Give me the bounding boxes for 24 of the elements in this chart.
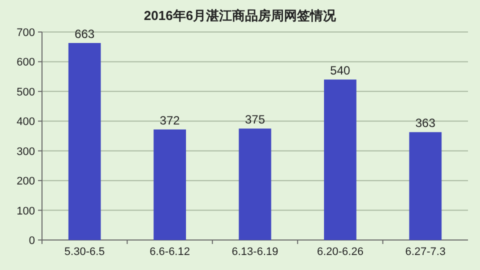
y-tick-label: 100: [16, 205, 35, 218]
y-tick-label: 0: [28, 235, 35, 247]
y-tick-label: 600: [16, 56, 35, 69]
data-label: 375: [244, 112, 266, 127]
y-tick-label: 700: [16, 27, 35, 39]
bar: [409, 132, 442, 240]
data-label: 663: [74, 26, 95, 41]
chart-title: 2016年6月湛江商品房周网签情况: [144, 8, 338, 23]
y-tick-label: 500: [16, 86, 35, 98]
x-tick-label: 6.20-6.26: [316, 246, 364, 258]
data-label: 372: [160, 113, 180, 128]
bar: [238, 128, 272, 240]
x-tick-label: 5.30-6.5: [64, 246, 105, 258]
y-tick-label: 300: [16, 146, 35, 158]
bar: [154, 129, 186, 240]
y-tick-label: 200: [16, 176, 35, 188]
x-tick-label: 6.27-7.3: [405, 246, 446, 258]
data-label: 540: [330, 64, 351, 78]
x-tick-label: 6.13-6.19: [232, 246, 278, 258]
bar: [68, 42, 101, 240]
data-label: 363: [415, 116, 436, 130]
x-tick-label: 6.6-6.12: [150, 246, 190, 258]
bar: [324, 80, 356, 240]
y-tick-label: 400: [16, 116, 35, 128]
